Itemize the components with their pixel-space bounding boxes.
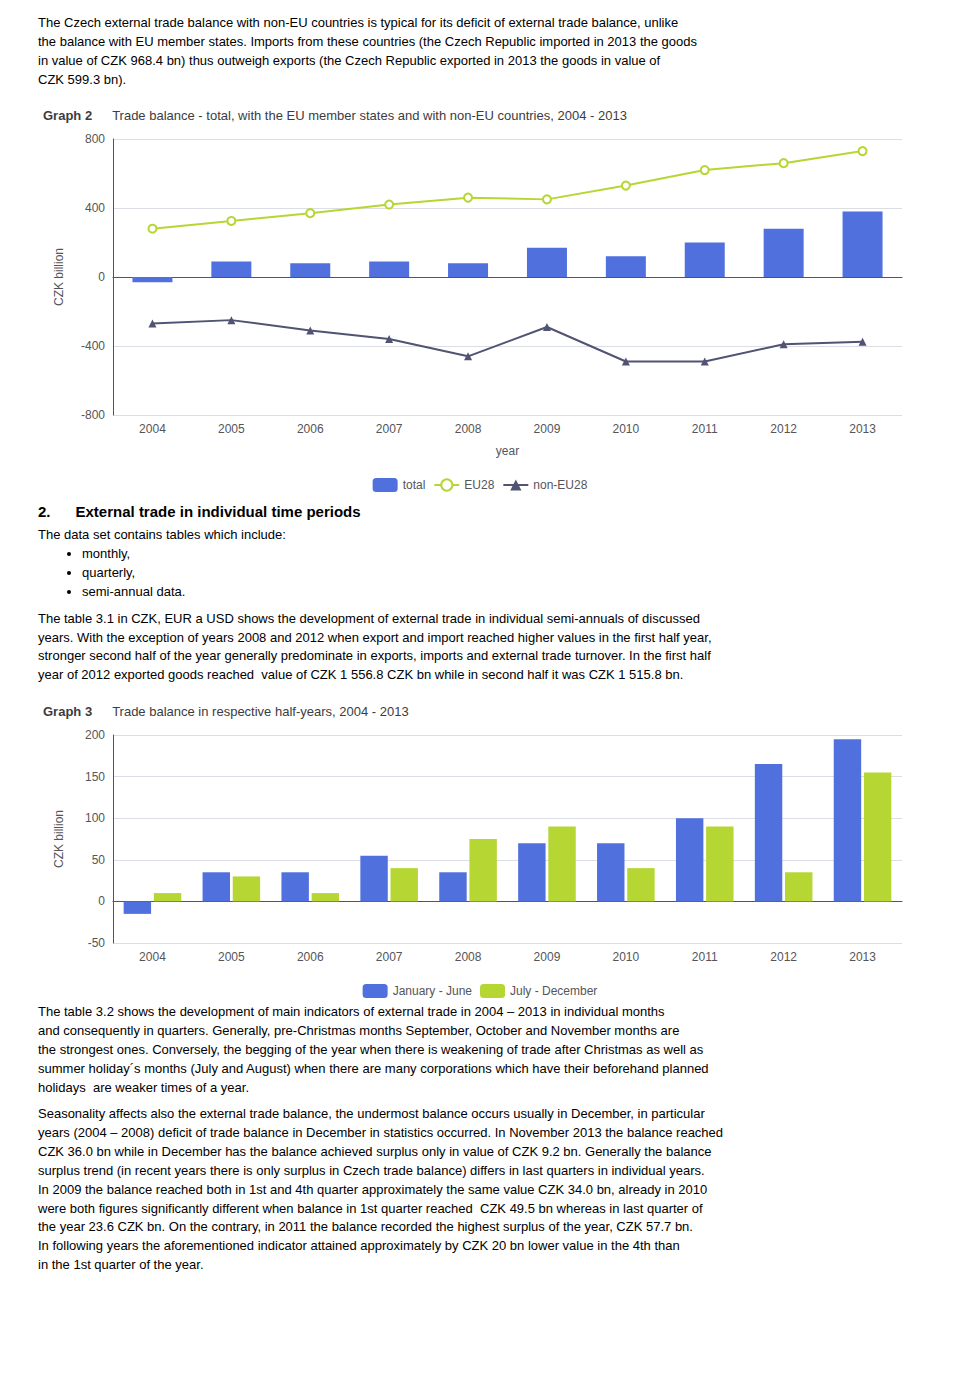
svg-text:2006: 2006 bbox=[297, 950, 324, 964]
html-text:The table 3.1 in CZK, EUR a US: The table 3.1 in CZK, EUR a USD shows th… bbox=[38, 610, 712, 683]
svg-text:July - December: July - December bbox=[510, 984, 597, 998]
svg-text:-50: -50 bbox=[88, 936, 106, 950]
html-text:The data set contains tables w: The data set contains tables which inclu… bbox=[38, 527, 286, 543]
svg-text:0: 0 bbox=[98, 270, 105, 284]
svg-text:2005: 2005 bbox=[218, 950, 245, 964]
svg-text:2005: 2005 bbox=[218, 422, 245, 436]
svg-text:2011: 2011 bbox=[692, 422, 718, 436]
svg-text:800: 800 bbox=[85, 132, 105, 146]
svg-text:-800: -800 bbox=[81, 408, 105, 422]
html-text:The Czech external trade balan: The Czech external trade balance with no… bbox=[38, 15, 697, 87]
svg-text:Graph 2: Graph 2 bbox=[43, 108, 92, 123]
svg-text:2011: 2011 bbox=[692, 950, 718, 964]
svg-text:2009: 2009 bbox=[534, 422, 561, 436]
svg-text:2012: 2012 bbox=[770, 950, 797, 964]
svg-text:CZK billion: CZK billion bbox=[52, 248, 66, 306]
svg-text:2008: 2008 bbox=[455, 422, 482, 436]
svg-text:CZK billion: CZK billion bbox=[52, 810, 66, 868]
svg-text:400: 400 bbox=[85, 201, 105, 215]
svg-text:50: 50 bbox=[92, 853, 106, 867]
svg-text:2008: 2008 bbox=[455, 950, 482, 964]
svg-text:-400: -400 bbox=[81, 339, 105, 353]
svg-text:2006: 2006 bbox=[297, 422, 324, 436]
svg-text:2012: 2012 bbox=[770, 422, 797, 436]
svg-text:Trade balance in respective ha: Trade balance in respective half-years, … bbox=[112, 704, 409, 719]
svg-text:2009: 2009 bbox=[534, 950, 561, 964]
svg-text:2013: 2013 bbox=[849, 422, 876, 436]
svg-text:2007: 2007 bbox=[376, 422, 403, 436]
html-text:monthly,: monthly, bbox=[82, 546, 131, 562]
svg-text:2004: 2004 bbox=[139, 950, 166, 964]
svg-text:year: year bbox=[496, 444, 519, 458]
svg-text:150: 150 bbox=[85, 770, 105, 784]
svg-text:EU28: EU28 bbox=[464, 478, 494, 492]
svg-text:non-EU28: non-EU28 bbox=[533, 478, 587, 492]
svg-text:100: 100 bbox=[85, 811, 105, 825]
html-text:2. External trade in individua: 2. External trade in individual time per… bbox=[38, 503, 361, 521]
svg-text:total: total bbox=[403, 478, 426, 492]
svg-text:2010: 2010 bbox=[612, 422, 639, 436]
html-text:Seasonality affects also the e: Seasonality affects also the external tr… bbox=[38, 1106, 724, 1273]
html-text:The table 3.2 shows the develo: The table 3.2 shows the development of m… bbox=[38, 1004, 709, 1095]
svg-text:200: 200 bbox=[85, 728, 105, 742]
svg-text:2013: 2013 bbox=[849, 950, 876, 964]
svg-text:0: 0 bbox=[98, 895, 105, 909]
svg-text:2010: 2010 bbox=[612, 950, 639, 964]
html-text:quarterly,: quarterly, bbox=[82, 565, 136, 581]
svg-text:January - June: January - June bbox=[393, 984, 473, 998]
svg-text:2004: 2004 bbox=[139, 422, 166, 436]
svg-text:2007: 2007 bbox=[376, 950, 403, 964]
svg-text:Trade balance - total, with th: Trade balance - total, with the EU membe… bbox=[112, 108, 627, 123]
html-text:semi-annual data.: semi-annual data. bbox=[82, 583, 186, 599]
svg-text:Graph 3: Graph 3 bbox=[43, 704, 92, 719]
